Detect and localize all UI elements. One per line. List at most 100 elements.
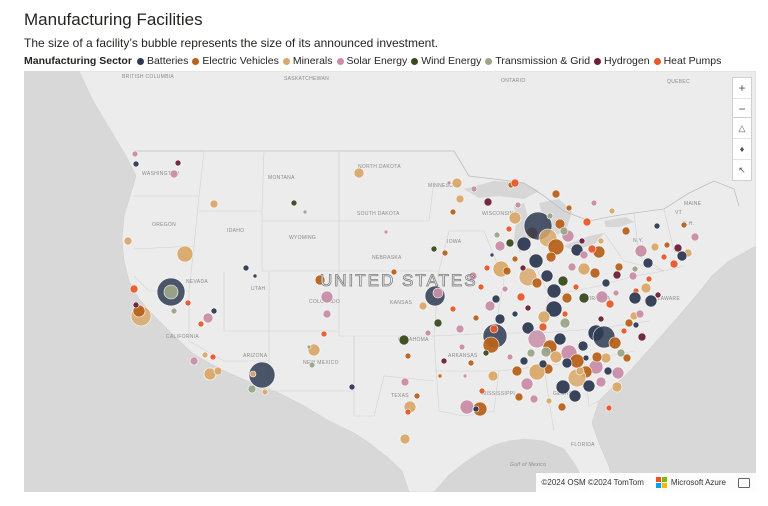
facility-bubble[interactable] (202, 312, 214, 324)
facility-bubble[interactable] (578, 237, 586, 245)
facility-bubble[interactable] (505, 225, 513, 233)
facility-bubble[interactable] (306, 344, 312, 350)
facility-bubble[interactable] (489, 252, 495, 258)
facility-bubble[interactable] (673, 243, 683, 253)
facility-bubble[interactable] (640, 282, 652, 294)
facility-bubble[interactable] (551, 189, 561, 199)
facility-bubble[interactable] (483, 197, 493, 207)
facility-bubble[interactable] (521, 321, 535, 335)
facility-bubble[interactable] (669, 259, 679, 269)
facility-bubble[interactable] (579, 250, 589, 260)
facility-bubble[interactable] (320, 290, 334, 304)
facility-bubble[interactable] (201, 351, 209, 359)
facility-bubble[interactable] (582, 379, 596, 393)
facility-bubble[interactable] (494, 240, 506, 252)
facility-bubble[interactable] (430, 245, 438, 253)
facility-bubble[interactable] (568, 389, 582, 403)
facility-bubble[interactable] (538, 359, 548, 369)
facility-bubble[interactable] (528, 253, 544, 269)
facility-bubble[interactable] (209, 199, 219, 209)
facility-bubble[interactable] (123, 236, 133, 246)
facility-bubble[interactable] (482, 336, 500, 354)
facility-bubble[interactable] (197, 320, 205, 328)
facility-bubble[interactable] (459, 399, 475, 415)
facility-bubble[interactable] (470, 185, 478, 193)
facility-bubble[interactable] (487, 370, 499, 382)
facility-bubble[interactable] (597, 237, 605, 245)
facility-bubble[interactable] (595, 376, 607, 388)
facility-bubble[interactable] (690, 232, 700, 242)
legend-item-hydrogen[interactable]: Hydrogen (594, 55, 650, 67)
facility-bubble[interactable] (320, 330, 328, 338)
facility-bubble[interactable] (399, 433, 411, 445)
facility-bubble[interactable] (390, 268, 398, 276)
facility-bubble[interactable] (591, 351, 603, 363)
facility-bubble[interactable] (628, 271, 638, 281)
facility-bubble[interactable] (169, 169, 179, 179)
facility-bubble[interactable] (242, 264, 250, 272)
facility-bubble[interactable] (261, 388, 269, 396)
facility-bubble[interactable] (577, 340, 589, 352)
facility-bubble[interactable] (546, 283, 562, 299)
facility-bubble[interactable] (511, 255, 519, 263)
facility-bubble[interactable] (676, 250, 688, 262)
facility-bubble[interactable] (561, 310, 569, 318)
facility-bubble[interactable] (472, 314, 480, 322)
tilt-button[interactable]: △ (733, 118, 751, 139)
facility-bubble[interactable] (516, 292, 526, 302)
facility-bubble[interactable] (590, 199, 598, 207)
facility-bubble[interactable] (511, 365, 523, 377)
facility-bubble[interactable] (519, 264, 527, 272)
legend-item-heat-pumps[interactable]: Heat Pumps (653, 55, 721, 67)
zoom-out-button[interactable]: − (738, 102, 746, 116)
facility-bubble[interactable] (455, 324, 465, 334)
facility-bubble[interactable] (616, 348, 626, 358)
facility-bubble[interactable] (404, 352, 412, 360)
facility-bubble[interactable] (545, 397, 553, 405)
facility-bubble[interactable] (547, 238, 565, 256)
facility-bubble[interactable] (502, 266, 512, 276)
facility-bubble[interactable] (554, 218, 566, 230)
facility-bubble[interactable] (660, 253, 668, 261)
facility-bubble[interactable] (449, 305, 457, 313)
facility-bubble[interactable] (561, 292, 573, 304)
map-canvas[interactable]: BRITISH COLUMBIA SASKATCHEWAN ONTARIO QU… (24, 71, 756, 492)
compass-button[interactable]: ♦ (733, 139, 751, 160)
facility-bubble[interactable] (605, 404, 613, 412)
facility-bubble[interactable] (529, 394, 539, 404)
facility-bubble[interactable] (577, 262, 591, 276)
facility-bubble[interactable] (600, 352, 612, 364)
facility-bubble[interactable] (631, 265, 639, 273)
legend-item-batteries[interactable]: Batteries (136, 55, 188, 67)
facility-bubble[interactable] (510, 178, 520, 188)
facility-bubble[interactable] (455, 194, 465, 204)
facility-bubble[interactable] (247, 384, 257, 394)
facility-bubble[interactable] (163, 284, 179, 300)
facility-bubble[interactable] (527, 329, 547, 349)
facility-bubble[interactable] (249, 370, 257, 378)
feedback-icon[interactable] (738, 477, 750, 488)
facility-bubble[interactable] (129, 284, 139, 294)
facility-bubble[interactable] (424, 329, 432, 337)
facility-bubble[interactable] (462, 373, 468, 379)
facility-bubble[interactable] (540, 346, 552, 358)
facility-bubble[interactable] (514, 392, 524, 402)
facility-bubble[interactable] (451, 177, 463, 189)
facility-bubble[interactable] (653, 222, 661, 230)
legend-item-electric-vehicles[interactable]: Electric Vehicles (192, 55, 279, 67)
facility-bubble[interactable] (557, 402, 567, 412)
facility-bubble[interactable] (132, 160, 140, 168)
facility-bubble[interactable] (491, 294, 501, 304)
facility-bubble[interactable] (209, 353, 217, 361)
facility-bubble[interactable] (482, 349, 490, 357)
facility-bubble[interactable] (132, 301, 140, 309)
facility-bubble[interactable] (620, 327, 628, 335)
facility-bubble[interactable] (608, 336, 622, 350)
facility-bubble[interactable] (441, 249, 449, 257)
facility-bubble[interactable] (545, 251, 557, 263)
facility-bubble[interactable] (601, 278, 611, 288)
facility-bubble[interactable] (595, 290, 609, 304)
legend-item-minerals[interactable]: Minerals (282, 55, 333, 67)
facility-bubble[interactable] (516, 236, 532, 252)
facility-bubble[interactable] (176, 245, 194, 263)
